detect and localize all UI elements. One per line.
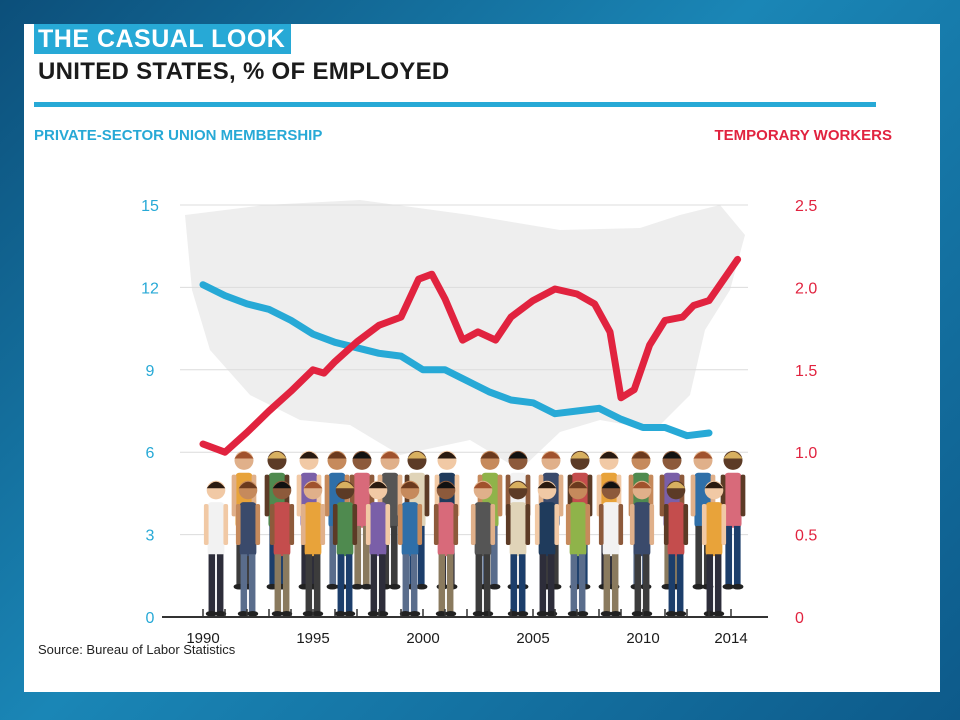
right-tick-label: 1.5 — [795, 363, 817, 380]
crowd-illustration — [203, 450, 746, 617]
x-tick-label: 1990 — [186, 630, 219, 647]
left-tick-label: 6 — [146, 445, 155, 462]
chart-subtitle: UNITED STATES, % OF EMPLOYED — [38, 58, 450, 85]
person-figure — [203, 480, 229, 617]
person-figure — [505, 480, 531, 617]
title-divider — [34, 102, 876, 107]
right-axis-label: TEMPORARY WORKERS — [714, 127, 892, 144]
right-tick-label: 1.0 — [795, 445, 817, 462]
chart-title: THE CASUAL LOOK — [34, 24, 292, 54]
person-figure — [701, 480, 727, 617]
source-note: Source: Bureau of Labor Statistics — [38, 642, 236, 657]
temporary-workers-line — [199, 255, 742, 456]
person-figure — [365, 480, 391, 617]
person-figure — [720, 450, 746, 590]
left-tick-label: 0 — [146, 610, 155, 627]
person-figure — [629, 480, 655, 617]
left-tick-label: 3 — [146, 528, 155, 545]
person-figure — [565, 480, 591, 617]
person-figure — [598, 480, 624, 617]
left-axis-label: PRIVATE-SECTOR UNION MEMBERSHIP — [34, 127, 323, 144]
axes: 0 3 6 9 12 15 0 0.5 1.0 1.5 2.0 2.5 1990 1995 2000 2005… — [141, 198, 817, 647]
x-tick-label: 2000 — [406, 630, 439, 647]
person-figure — [397, 480, 423, 617]
x-tick-label: 2005 — [516, 630, 549, 647]
person-figure — [235, 480, 261, 617]
left-tick-label: 9 — [146, 363, 155, 380]
x-tick-label: 1995 — [296, 630, 329, 647]
x-tick-label: 2010 — [626, 630, 659, 647]
right-tick-label: 0.5 — [795, 528, 817, 545]
left-tick-label: 15 — [141, 198, 159, 215]
x-tick-label: 2014 — [714, 630, 747, 647]
series — [199, 255, 742, 456]
person-figure — [433, 480, 459, 617]
right-tick-label: 2.0 — [795, 280, 817, 297]
right-tick-label: 0 — [795, 610, 804, 627]
person-figure — [332, 480, 358, 617]
person-figure — [300, 480, 326, 617]
union-membership-line — [199, 281, 713, 440]
person-figure — [663, 480, 689, 617]
person-figure — [470, 480, 496, 617]
right-tick-label: 2.5 — [795, 198, 817, 215]
left-tick-label: 12 — [141, 280, 159, 297]
person-figure — [269, 480, 295, 617]
